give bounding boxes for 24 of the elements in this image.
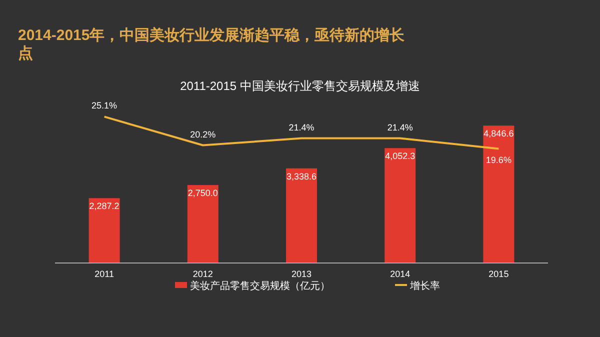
data-label: 2,750.0 bbox=[188, 188, 218, 198]
bar bbox=[88, 198, 120, 263]
x-tick-label: 2015 bbox=[488, 269, 509, 279]
data-label: 21.4% bbox=[288, 122, 314, 132]
bar bbox=[286, 168, 317, 263]
data-label: 20.2% bbox=[190, 129, 216, 140]
bar bbox=[384, 148, 416, 263]
legend-label: 增长率 bbox=[409, 280, 440, 292]
legend-label: 美妆产品零售交易规模（亿元） bbox=[190, 280, 330, 292]
bar bbox=[187, 185, 218, 263]
data-label: 21.4% bbox=[387, 122, 413, 132]
data-label: 3,338.6 bbox=[286, 171, 317, 182]
data-label: 4,846.6 bbox=[484, 128, 514, 139]
x-tick-label: 2011 bbox=[94, 269, 114, 279]
chart-title: 2014-2015年，中国美妆行业发展渐趋平稳，亟待新的增长点 bbox=[18, 26, 406, 62]
x-tick-label: 2012 bbox=[192, 269, 213, 279]
data-label: 2,287.2 bbox=[89, 201, 120, 212]
x-tick-label: 2014 bbox=[390, 269, 410, 279]
data-label: 19.6% bbox=[486, 154, 512, 165]
data-label: 4,052.3 bbox=[385, 151, 416, 162]
bar bbox=[483, 126, 514, 263]
x-tick-label: 2013 bbox=[291, 269, 312, 279]
chart-subtitle: 2011-2015 中国美妆行业零售交易规模及增速 bbox=[180, 79, 420, 93]
data-label: 25.1% bbox=[92, 100, 118, 111]
